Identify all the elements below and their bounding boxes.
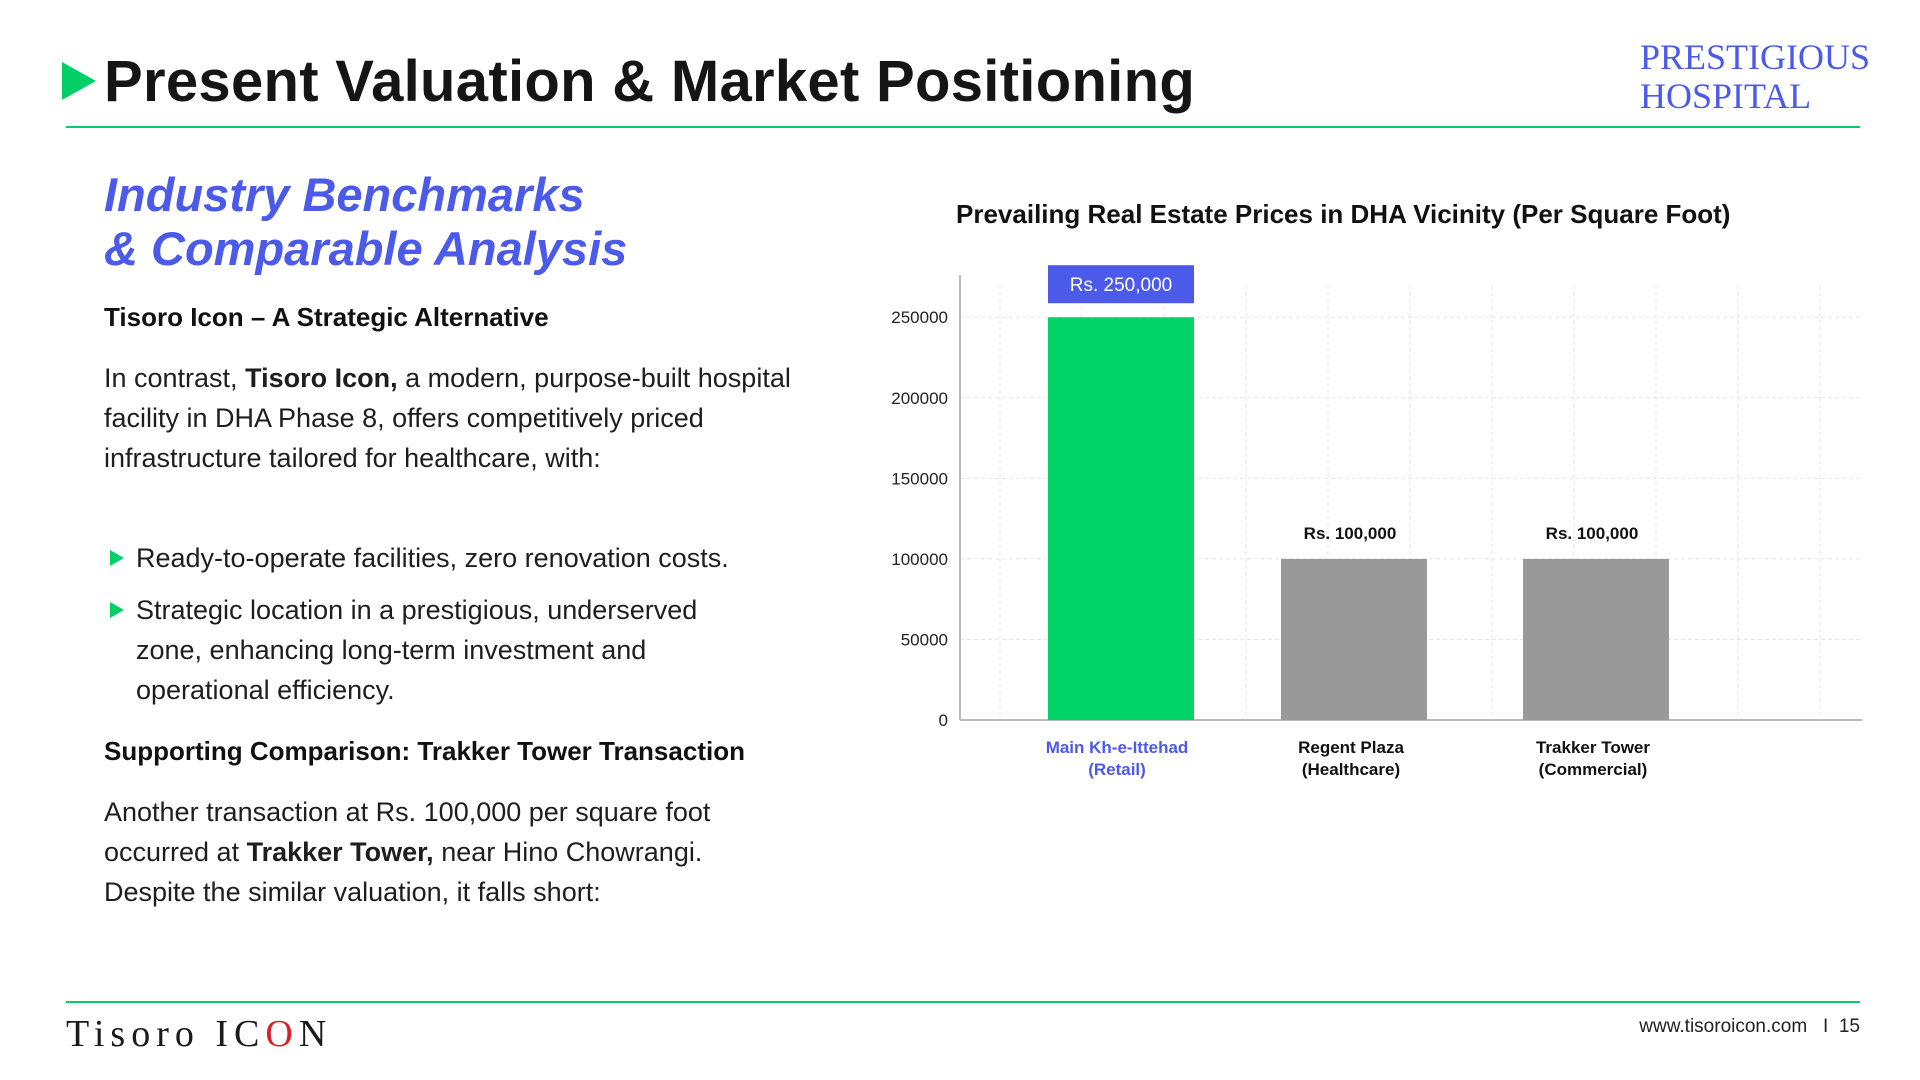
x-category-label: (Commercial) <box>1539 760 1648 779</box>
title-arrow-icon <box>62 62 96 100</box>
comparison-text-post: near Hino Chowrangi. Despite the similar… <box>104 837 703 907</box>
x-category-label: (Retail) <box>1088 760 1146 779</box>
brand-line-1: PRESTIGIOUS <box>1640 37 1871 77</box>
price-bar-chart: 0 50000 100000 150000 200000 250000 Rs. 250,00… <box>891 265 1862 779</box>
footer-divider <box>66 1001 1860 1003</box>
footer-url-page: www.tisoroicon.com I 15 <box>1639 1016 1860 1038</box>
header-divider <box>66 126 1860 128</box>
y-tick-label: 200000 <box>891 389 948 408</box>
bullet-arrow-icon <box>110 550 124 566</box>
section-subheading: Industry Benchmarks & Comparable Analysi… <box>104 168 627 276</box>
brand-logo: PRESTIGIOUS HOSPITAL <box>1640 38 1870 116</box>
comparison-text-pre: Another transaction at Rs. 100,000 per s… <box>104 797 711 867</box>
data-label: Rs. 100,000 <box>1546 524 1639 543</box>
y-tick-label: 50000 <box>901 630 948 649</box>
y-tick-label: 150000 <box>891 469 948 488</box>
section2-title: Supporting Comparison: Trakker Tower Tra… <box>104 736 745 766</box>
chart-title: Prevailing Real Estate Prices in DHA Vic… <box>956 199 1731 229</box>
bullet-text-1: Ready-to-operate facilities, zero renova… <box>136 543 729 573</box>
subheading-line-1: Industry Benchmarks <box>104 168 585 221</box>
intro-paragraph: In contrast, Tisoro Icon, a modern, purp… <box>104 358 794 478</box>
data-label-bg <box>1048 265 1194 304</box>
subheading-line-2: & Comparable Analysis <box>104 222 628 275</box>
bullet-item-1: Ready-to-operate facilities, zero renova… <box>110 538 790 578</box>
brand-line-2: HOSPITAL <box>1640 76 1812 116</box>
y-tick-label: 100000 <box>891 550 948 569</box>
section1-title: Tisoro Icon – A Strategic Alternative <box>104 302 549 332</box>
logo-mark-icon: O <box>265 1013 299 1055</box>
bullet-text-2: Strategic location in a prestigious, und… <box>136 595 698 705</box>
footer-url: www.tisoroicon.com <box>1639 1016 1808 1037</box>
x-category-label: (Healthcare) <box>1302 760 1400 779</box>
intro-text-bold: Tisoro Icon, <box>245 363 398 393</box>
page-number: 15 <box>1838 1016 1860 1037</box>
bar <box>1523 558 1669 720</box>
data-label: Rs. 100,000 <box>1304 524 1397 543</box>
footer-separator: I <box>1823 1016 1829 1037</box>
x-category-label: Trakker Tower <box>1536 738 1650 757</box>
logo-text-end: N <box>298 1013 333 1055</box>
bullet-arrow-icon <box>110 602 124 618</box>
comparison-paragraph: Another transaction at Rs. 100,000 per s… <box>104 792 784 912</box>
y-tick-label: 0 <box>939 711 948 730</box>
bar <box>1048 317 1194 720</box>
tisoro-icon-logo: Tisoro ICON <box>66 1012 332 1056</box>
bar <box>1281 558 1427 720</box>
intro-text-pre: In contrast, <box>104 363 246 393</box>
x-category-label: Regent Plaza <box>1298 738 1404 757</box>
x-category-label: Main Kh-e-Ittehad <box>1046 738 1189 757</box>
logo-text: Tisoro IC <box>66 1013 266 1055</box>
comparison-text-bold: Trakker Tower, <box>246 837 434 867</box>
data-label: Rs. 250,000 <box>1070 275 1172 296</box>
page-title: Present Valuation & Market Positioning <box>104 49 1196 114</box>
bullet-item-2: Strategic location in a prestigious, und… <box>110 590 770 710</box>
intro-text-post: a modern, purpose-built hospital facilit… <box>104 363 791 473</box>
y-tick-label: 250000 <box>891 308 948 327</box>
